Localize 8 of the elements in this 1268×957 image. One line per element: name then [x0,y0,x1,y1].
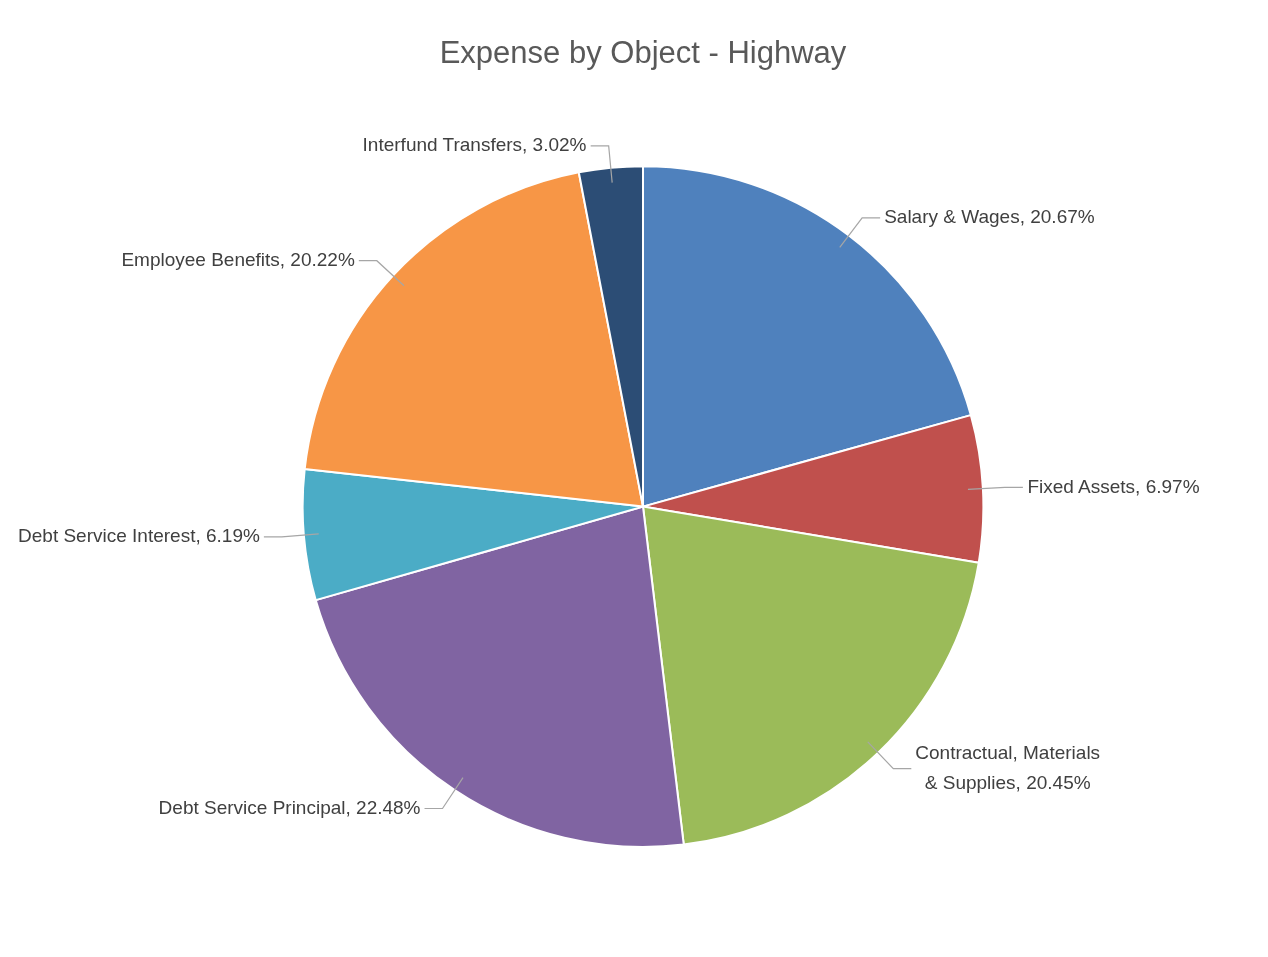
slice-label: Employee Benefits, 20.22% [121,248,355,270]
slice-label: Salary & Wages, 20.67% [884,206,1095,228]
slice-label: Contractual, Materials & Supplies, 20.45% [915,741,1101,793]
slice-label: Debt Service Principal, 22.48% [158,796,421,818]
slice-label: Interfund Transfers, 3.02% [362,134,587,156]
slice-label: Debt Service Interest, 6.19% [18,525,260,547]
slice-label: Fixed Assets, 6.97% [1027,475,1200,497]
chart-title: Expense by Object - Highway [439,35,847,71]
